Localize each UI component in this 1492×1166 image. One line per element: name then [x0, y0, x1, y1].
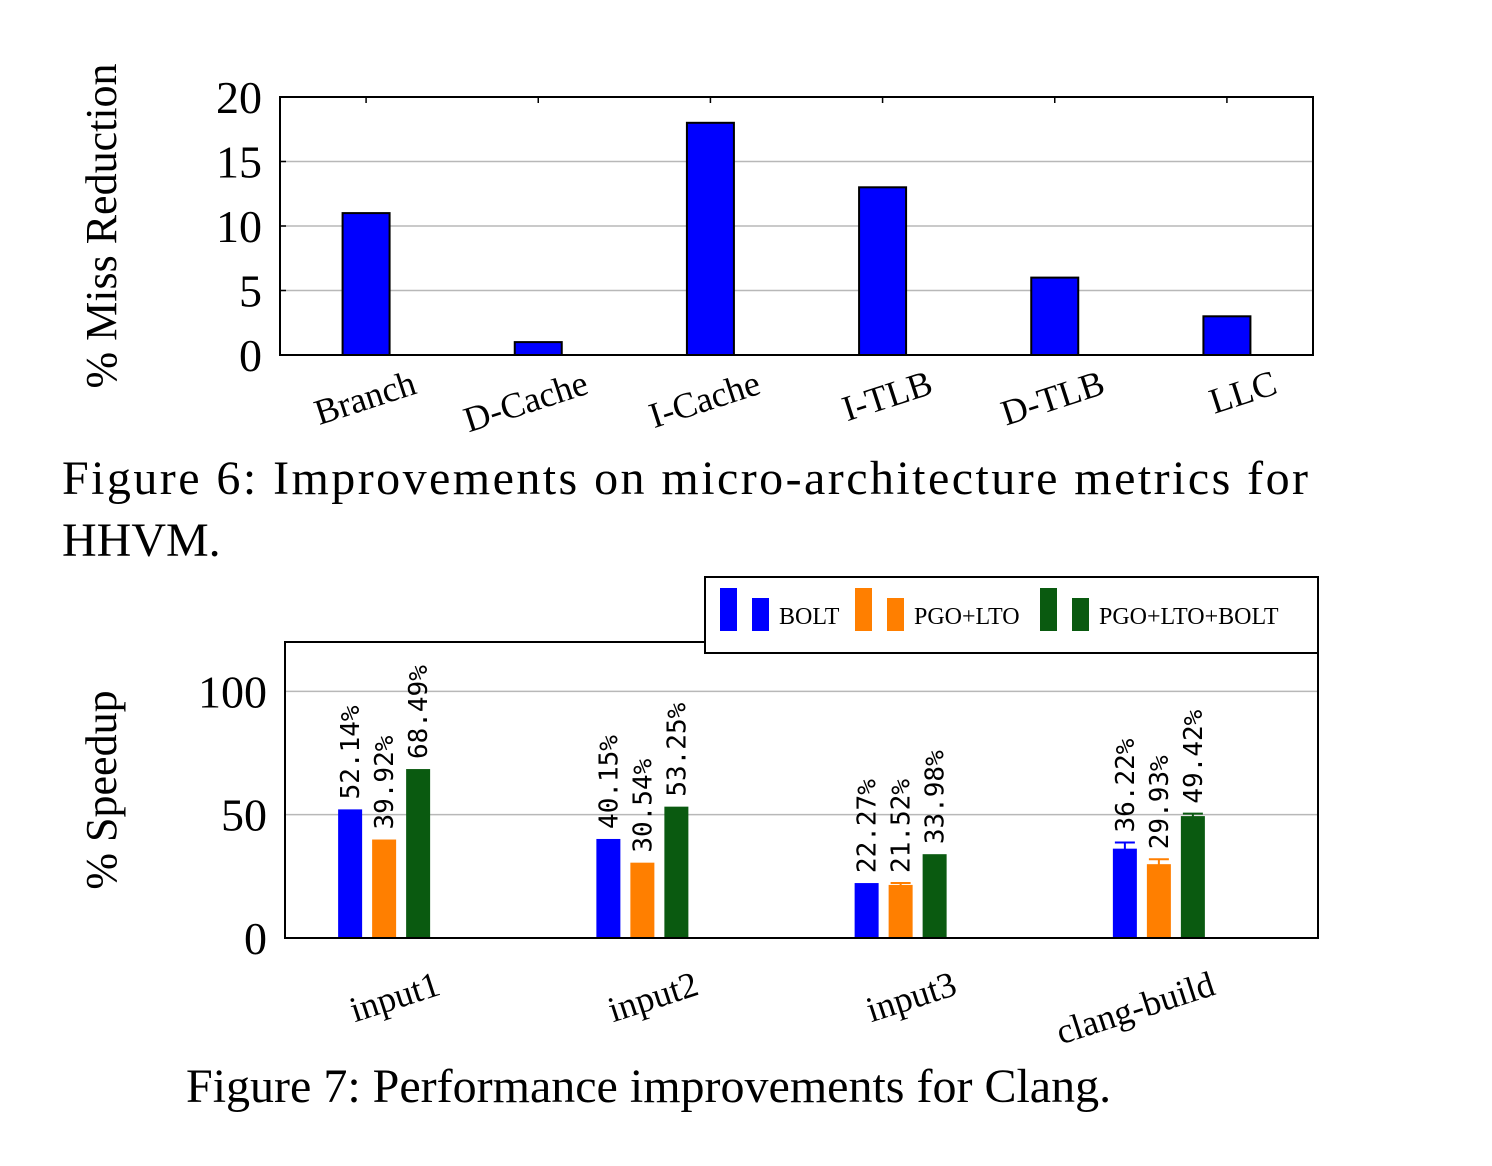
fig6-x-tick-label-i-cache: I-Cache [644, 363, 765, 436]
fig7-bar-pgo-lto-input3 [888, 884, 913, 938]
fig7-legend-swatch-pgo-lto [887, 598, 904, 631]
fig7-legend: BOLT PGO+LTO PGO+LTO+BOLT [704, 576, 1319, 654]
fig7-legend-swatch-pgo-lto [855, 588, 872, 631]
fig7-data-label: 52.14% [336, 705, 366, 799]
fig7-bar-pgo-lto-bolt-input3 [922, 854, 947, 938]
fig7-x-tick-label-input3: input3 [861, 964, 961, 1030]
fig7-legend-label-pgo-lto: PGO+LTO [914, 604, 1020, 630]
fig7-y-axis-label: % Speedup [77, 690, 126, 889]
fig6-bar-d-tlb [1030, 276, 1080, 357]
fig7-data-label: 39.92% [370, 735, 400, 829]
fig7-y-tick-label: 100 [198, 666, 267, 717]
fig7-data-label: 40.15% [594, 735, 624, 829]
fig7-bar-pgo-lto-bolt-input1 [406, 769, 431, 938]
fig6-bar-i-cache [685, 121, 735, 356]
fig7-bar-pgo-lto-clang-build [1146, 864, 1171, 938]
fig7-legend-swatch-pgo-lto-bolt [1072, 598, 1089, 631]
fig7-data-label: 68.49% [404, 665, 434, 759]
fig7-data-label: 21.52% [887, 779, 917, 873]
fig6-y-tick-label: 10 [216, 201, 262, 252]
fig7-bar-pgo-lto-input1 [372, 839, 397, 938]
fig7-bar-pgo-lto-input2 [630, 862, 655, 938]
fig7-legend-label-bolt: BOLT [779, 604, 840, 630]
fig7-legend-box [704, 576, 1319, 654]
fig6-bar-branch [341, 212, 391, 356]
fig7-y-tick-label: 50 [221, 790, 267, 841]
fig6-y-tick-label: 5 [239, 266, 262, 317]
fig6-y-axis-label: % Miss Reduction [77, 63, 126, 388]
fig7-legend-label-pgo-lto-bolt: PGO+LTO+BOLT [1099, 604, 1279, 630]
fig7-legend-swatch-pgo-lto-bolt [1040, 588, 1057, 631]
fig7-data-label: 33.98% [921, 750, 951, 844]
fig6-x-tick-label-llc: LLC [1204, 363, 1281, 422]
fig7-legend-swatch-bolt [720, 588, 737, 631]
fig6-x-tick-label-branch: Branch [309, 363, 420, 433]
fig6-caption-line1: Figure 6: Improvements on micro-architec… [62, 452, 1308, 505]
fig7-x-tick-label-clang-build: clang-build [1051, 964, 1219, 1053]
fig6-x-tick-label-d-cache: D-Cache [459, 363, 593, 441]
fig7-bar-bolt-clang-build [1112, 848, 1137, 938]
fig6-x-tick-label-i-tlb: I-TLB [837, 363, 937, 429]
fig6-bar-d-cache [513, 341, 563, 357]
fig6-y-tick-label: 0 [239, 330, 262, 381]
figure7-chart: 0 50 100 input1 input2 input3 clang-build 52.… [77, 576, 1319, 1053]
fig7-data-label: 29.93% [1145, 755, 1175, 849]
fig7-bar-bolt-input3 [854, 883, 879, 938]
fig7-caption: Figure 7: Performance improvements for C… [186, 1060, 1111, 1113]
fig7-data-label: 30.54% [628, 758, 658, 852]
fig7-bar-bolt-input1 [338, 809, 363, 938]
fig7-data-label: 22.27% [853, 779, 883, 873]
figure6-chart: 0 5 10 15 20 Branch D-Cache I-Cache I-TLB D-TLB L… [77, 63, 1314, 441]
fig6-y-tick-label: 20 [216, 72, 262, 123]
fig7-data-label: 53.25% [662, 702, 692, 796]
fig6-caption-line2: HHVM. [62, 514, 221, 567]
fig6-bar-i-tlb [858, 186, 908, 356]
fig7-x-tick-label-input2: input2 [603, 964, 703, 1030]
fig7-bar-pgo-lto-bolt-input2 [664, 806, 689, 938]
fig7-y-tick-label: 0 [244, 913, 267, 964]
fig6-y-tick-label: 15 [216, 137, 262, 188]
fig7-legend-swatch-bolt [752, 598, 769, 631]
fig7-x-tick-label-input1: input1 [345, 964, 445, 1030]
fig7-data-label: 36.22% [1111, 738, 1141, 832]
fig6-bar-llc [1202, 315, 1252, 356]
fig7-data-label: 49.42% [1179, 709, 1209, 803]
fig7-bar-pgo-lto-bolt-clang-build [1180, 816, 1205, 938]
fig6-x-tick-label-d-tlb: D-TLB [996, 363, 1109, 434]
fig7-bar-bolt-input2 [596, 838, 621, 938]
